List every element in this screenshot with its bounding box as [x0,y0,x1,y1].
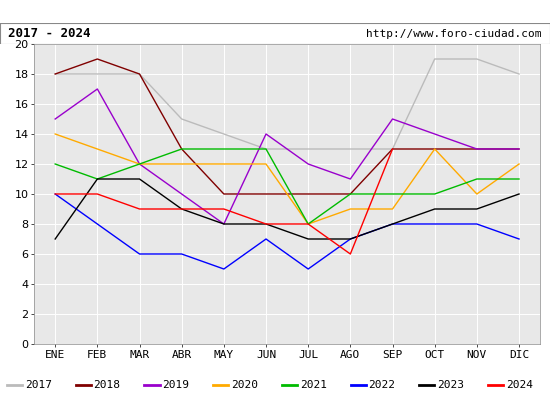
Text: 2022: 2022 [368,380,395,390]
Text: 2023: 2023 [437,380,464,390]
Text: 2020: 2020 [231,380,258,390]
Text: 2024: 2024 [506,380,533,390]
Text: 2017: 2017 [25,380,52,390]
Text: 2017 - 2024: 2017 - 2024 [8,27,91,40]
Text: Evolucion del paro registrado en La Torre: Evolucion del paro registrado en La Torr… [88,4,462,19]
Text: 2021: 2021 [300,380,327,390]
Text: http://www.foro-ciudad.com: http://www.foro-ciudad.com [366,29,542,39]
Text: 2019: 2019 [162,380,189,390]
Text: 2018: 2018 [94,380,120,390]
